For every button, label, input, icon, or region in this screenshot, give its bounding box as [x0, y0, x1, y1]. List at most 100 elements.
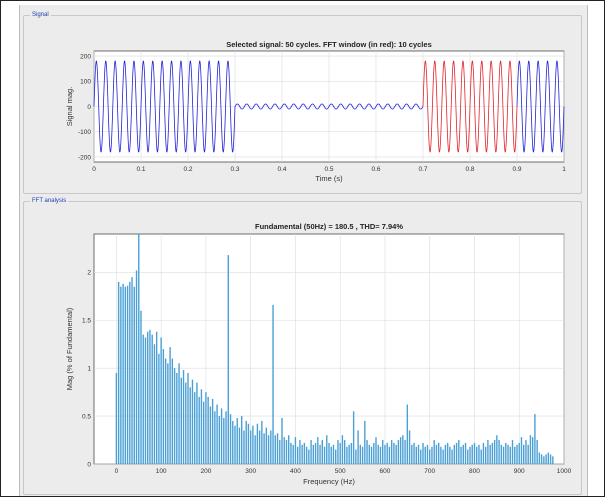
fft-bar — [352, 411, 355, 464]
fft-bar — [408, 430, 411, 464]
fft-bar — [431, 446, 433, 464]
x-tick-label: 0.1 — [136, 166, 145, 173]
signal-panel-title: Signal — [30, 10, 51, 20]
fft-bar — [382, 440, 384, 464]
x-tick-label: 0.3 — [230, 166, 239, 173]
fft-bar — [285, 440, 288, 464]
fft-bar — [458, 440, 460, 464]
fft-y-axis-label: Mag (% of Fundamental) — [65, 307, 74, 390]
fft-bar — [422, 442, 424, 464]
fft-bar — [379, 446, 382, 464]
fft-bar — [310, 440, 312, 464]
fft-bar — [491, 442, 494, 464]
fft-bar — [225, 411, 227, 464]
x-tick-label: 0 — [92, 166, 96, 173]
fft-bar — [399, 437, 402, 464]
x-tick-label: 1 — [562, 166, 566, 173]
x-tick-label: 0.2 — [183, 166, 192, 173]
y-tick-label: 0.5 — [82, 413, 91, 420]
fft-bar — [279, 440, 281, 464]
fft-bar — [330, 446, 332, 464]
y-tick-label: 0 — [87, 461, 91, 468]
fft-bar — [552, 456, 554, 464]
fft-bar — [173, 368, 176, 464]
fft-bar-fundamental — [138, 234, 140, 464]
fft-panel-title: FFT analysis — [30, 196, 69, 206]
fft-bar — [523, 444, 525, 464]
fft-bar — [406, 404, 409, 464]
fft-bar — [227, 255, 229, 464]
fft-bar — [397, 440, 400, 464]
fft-bar — [426, 444, 429, 464]
fft-bar — [303, 442, 306, 464]
fft-bar — [180, 377, 182, 464]
fft-bar — [256, 423, 259, 464]
fft-bar — [122, 283, 124, 464]
y-tick-label: 200 — [80, 53, 91, 60]
signal-chart: 0 0.1 0.2 0.3 0.4 0.5 0.6 0.7 0.8 0.9 1 200 100 0 -100… — [65, 40, 566, 183]
fft-bar — [155, 331, 158, 464]
fft-bar — [126, 285, 129, 464]
fft-bar — [236, 418, 238, 464]
fft-bar — [404, 440, 406, 464]
fft-bar — [449, 446, 451, 464]
fft-bar — [270, 430, 272, 464]
fft-bar — [117, 281, 120, 464]
x-tick-label: 600 — [380, 468, 391, 475]
fft-bar — [238, 427, 241, 464]
fft-bar — [433, 440, 435, 464]
fft-chart-title: Fundamental (50Hz) = 180.5 , THD= 7.94% — [255, 222, 403, 231]
fft-bar — [290, 442, 292, 464]
fft-bar — [294, 437, 297, 464]
fft-bar — [388, 446, 391, 464]
fft-bar — [437, 442, 440, 464]
fft-bar — [249, 430, 252, 464]
fft-bar — [214, 411, 216, 464]
fft-bar — [314, 442, 317, 464]
fft-bar — [502, 446, 505, 464]
y-tick-label: 2 — [87, 270, 91, 277]
fft-bar — [361, 446, 364, 464]
fft-bar — [296, 446, 299, 464]
fft-bar — [500, 444, 503, 464]
fft-window-line — [422, 60, 518, 153]
x-tick-label: 0.4 — [277, 166, 286, 173]
x-tick-label: 100 — [156, 468, 167, 475]
fft-bar — [211, 398, 214, 464]
fft-bar — [149, 329, 151, 464]
fft-bar — [129, 281, 131, 464]
plot-area — [93, 233, 565, 465]
fft-bar — [164, 358, 167, 464]
fft-bar — [390, 440, 393, 464]
fft-bar — [341, 435, 344, 464]
fft-bar — [350, 442, 353, 464]
fft-bar — [162, 349, 165, 464]
signal-panel: Signal 0 0.1 0.2 0.3 0.4 0.5 0.6 0.7 0.8 0.9 1 200 1… — [23, 10, 582, 194]
fft-bar — [525, 440, 527, 464]
fft-bar — [444, 444, 447, 464]
y-tick-label: 1.5 — [82, 318, 91, 325]
fft-bar — [462, 444, 464, 464]
x-tick-label: 900 — [514, 468, 525, 475]
fft-bar — [241, 416, 243, 464]
x-tick-label: 1000 — [557, 468, 572, 475]
fft-bar — [480, 449, 482, 465]
fft-bar — [323, 446, 326, 464]
fft-bar — [386, 442, 388, 464]
fft-bar — [509, 446, 511, 464]
fft-bar — [357, 430, 359, 464]
fft-bar — [124, 286, 127, 464]
x-tick-label: 700 — [424, 468, 435, 475]
fft-bar — [516, 444, 518, 464]
fft-bar — [549, 454, 552, 464]
fft-bar — [511, 440, 514, 464]
fft-bar — [147, 331, 149, 464]
fft-bar — [272, 304, 274, 464]
fft-bar — [415, 446, 417, 464]
fft-bar — [476, 446, 478, 464]
fft-bar — [135, 270, 138, 464]
fft-bar — [395, 444, 397, 464]
fft-bar — [424, 446, 426, 464]
fft-bar — [529, 435, 532, 464]
